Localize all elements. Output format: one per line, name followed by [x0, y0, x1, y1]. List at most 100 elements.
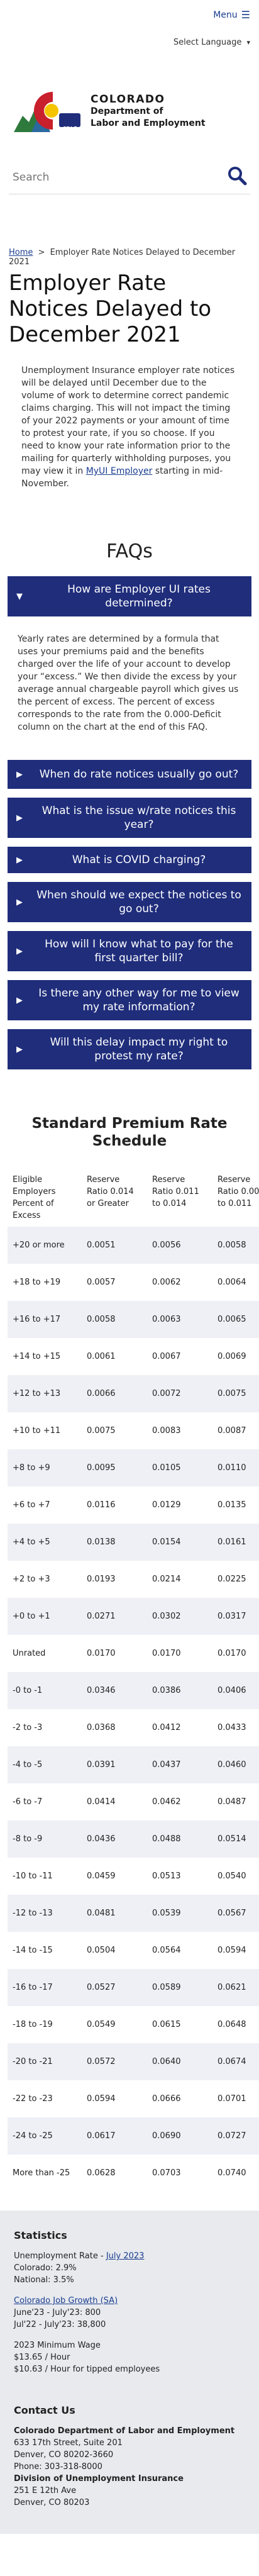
language-bar: Select Language ▾	[0, 33, 259, 58]
excess-range-cell: +16 to +17	[8, 1301, 82, 1338]
faq-item-notices-timing[interactable]: ▶ When do rate notices usually go out?	[8, 760, 251, 789]
rate-cell: 0.0564	[147, 1932, 212, 1969]
rate-cell: 0.0116	[82, 1486, 147, 1524]
table-row: -8 to -9 0.0436 0.0488 0.0514	[8, 1820, 259, 1858]
excess-range-cell: -16 to -17	[8, 1969, 82, 2006]
excess-range-cell: -24 to -25	[8, 2117, 82, 2155]
excess-range-cell: -2 to -3	[8, 1709, 82, 1746]
rate-cell: 0.0083	[147, 1412, 212, 1449]
rate-cell: 0.0460	[212, 1746, 259, 1783]
column-header: Reserve Ratio 0.008 to 0.011	[212, 1164, 259, 1227]
caret-right-icon: ▶	[16, 946, 23, 956]
excess-range-cell: Unrated	[8, 1635, 82, 1672]
myui-employer-link[interactable]: MyUI Employer	[85, 466, 153, 476]
rate-cell: 0.0138	[82, 1524, 147, 1561]
menu-label: Menu	[213, 9, 238, 20]
faq-item-ui-rates[interactable]: ▼ How are Employer UI rates determined?	[8, 576, 251, 616]
rate-cell: 0.0271	[82, 1598, 147, 1635]
table-row: -18 to -19 0.0549 0.0615 0.0648	[8, 2006, 259, 2043]
rate-cell: 0.0513	[147, 1858, 212, 1895]
excess-range-cell: -4 to -5	[8, 1746, 82, 1783]
logo-badge: CDLE	[62, 126, 77, 131]
table-row: +0 to +1 0.0271 0.0302 0.0317	[8, 1598, 259, 1635]
table-row: -2 to -3 0.0368 0.0412 0.0433	[8, 1709, 259, 1746]
rate-cell: 0.0051	[82, 1227, 147, 1264]
rate-cell: 0.0594	[82, 2080, 147, 2117]
logo-text: COLORADO Department of Labor and Employm…	[91, 93, 206, 130]
faq-item-first-quarter[interactable]: ▶ How will I know what to pay for the fi…	[8, 931, 251, 971]
excess-range-cell: -22 to -23	[8, 2080, 82, 2117]
caret-right-icon: ▶	[16, 855, 23, 865]
menu-button[interactable]: Menu ☰	[213, 9, 250, 21]
faq-question: How will I know what to pay for the firs…	[45, 938, 233, 964]
logo-line-2: Department of	[91, 106, 163, 116]
faq-item-expect-notices[interactable]: ▶ When should we expect the notices to g…	[8, 882, 251, 922]
rate-cell: 0.0572	[82, 2043, 147, 2080]
rate-cell: 0.0067	[147, 1338, 212, 1375]
search-input[interactable]	[13, 165, 214, 190]
rate-schedule-title: Standard Premium Rate Schedule	[31, 1115, 228, 1149]
tipped-wage: $10.63 / Hour for tipped employees	[14, 2365, 160, 2374]
rate-cell: 0.0740	[212, 2155, 259, 2192]
faq-item-issue[interactable]: ▶ What is the issue w/rate notices this …	[8, 798, 251, 838]
rate-cell: 0.0058	[212, 1227, 259, 1264]
rate-cell: 0.0615	[147, 2006, 212, 2043]
breadcrumb: Home > Employer Rate Notices Delayed to …	[0, 228, 259, 267]
minimum-wage-title: 2023 Minimum Wage	[14, 2341, 101, 2350]
search-bar	[0, 152, 259, 228]
excess-range-cell: -6 to -7	[8, 1783, 82, 1820]
rate-cell: 0.0504	[82, 1932, 147, 1969]
breadcrumb-separator: >	[38, 248, 45, 257]
statistics-heading: Statistics	[14, 2229, 67, 2241]
rate-cell: 0.0539	[147, 1895, 212, 1932]
rate-cell: 0.0075	[82, 1412, 147, 1449]
rate-cell: 0.0302	[147, 1598, 212, 1635]
table-row: More than -25 0.0628 0.0703 0.0740	[8, 2155, 259, 2192]
table-row: +18 to +19 0.0057 0.0062 0.0064	[8, 1264, 259, 1301]
excess-range-cell: -14 to -15	[8, 1932, 82, 1969]
table-row: Unrated 0.0170 0.0170 0.0170	[8, 1635, 259, 1672]
caret-down-icon: ▼	[16, 591, 23, 601]
column-header: Reserve Ratio 0.011 to 0.014	[147, 1164, 212, 1227]
table-row: -12 to -13 0.0481 0.0539 0.0567	[8, 1895, 259, 1932]
caret-right-icon: ▶	[16, 813, 23, 823]
rate-cell: 0.0621	[212, 1969, 259, 2006]
faq-item-covid-charging[interactable]: ▶ What is COVID charging?	[8, 847, 251, 873]
site-logo[interactable]: CDLE COLORADO Department of Labor and Em…	[0, 58, 259, 152]
rate-cell: 0.0462	[147, 1783, 212, 1820]
faq-item-protest-right[interactable]: ▶ Will this delay impact my right to pro…	[8, 1029, 251, 1069]
excess-range-cell: +18 to +19	[8, 1264, 82, 1301]
rate-cell: 0.0064	[212, 1264, 259, 1301]
excess-range-cell: More than -25	[8, 2155, 82, 2192]
site-footer: Statistics Unemployment Rate - July 2023…	[0, 2211, 259, 2534]
table-row: +10 to +11 0.0075 0.0083 0.0087	[8, 1412, 259, 1449]
faq-answer: Yearly rates are determined by a formula…	[18, 634, 239, 732]
intro-paragraph: Unemployment Insurance employer rate not…	[21, 364, 238, 490]
rate-table-scroll[interactable]: Eligible Employers Percent of Excess Res…	[8, 1164, 259, 2192]
rate-cell: 0.0069	[212, 1338, 259, 1375]
faq-item-other-way[interactable]: ▶ Is there any other way for me to view …	[8, 980, 251, 1020]
excess-range-cell: +8 to +9	[8, 1449, 82, 1486]
breadcrumb-home-link[interactable]: Home	[9, 248, 33, 257]
rate-cell: 0.0058	[82, 1301, 147, 1338]
rate-cell: 0.0640	[147, 2043, 212, 2080]
table-row: +20 or more 0.0051 0.0056 0.0058	[8, 1227, 259, 1264]
rate-cell: 0.0154	[147, 1524, 212, 1561]
rate-cell: 0.0487	[212, 1783, 259, 1820]
excess-range-cell: -0 to -1	[8, 1672, 82, 1709]
excess-range-cell: +12 to +13	[8, 1375, 82, 1412]
search-icon[interactable]	[226, 165, 248, 186]
rate-cell: 0.0412	[147, 1709, 212, 1746]
cdle-logo-icon	[14, 92, 80, 132]
job-growth-link[interactable]: Colorado Job Growth (SA)	[14, 2296, 118, 2306]
rate-cell: 0.0066	[82, 1375, 147, 1412]
faq-question: Will this delay impact my right to prote…	[50, 1036, 228, 1062]
logo-line-1: COLORADO	[91, 93, 165, 106]
rate-cell: 0.0095	[82, 1449, 147, 1486]
rate-cell: 0.0072	[147, 1375, 212, 1412]
table-row: +6 to +7 0.0116 0.0129 0.0135	[8, 1486, 259, 1524]
rate-cell: 0.0648	[212, 2006, 259, 2043]
table-row: -0 to -1 0.0346 0.0386 0.0406	[8, 1672, 259, 1709]
unemployment-month-link[interactable]: July 2023	[106, 2251, 145, 2261]
language-select[interactable]: Select Language ▾	[174, 38, 250, 47]
